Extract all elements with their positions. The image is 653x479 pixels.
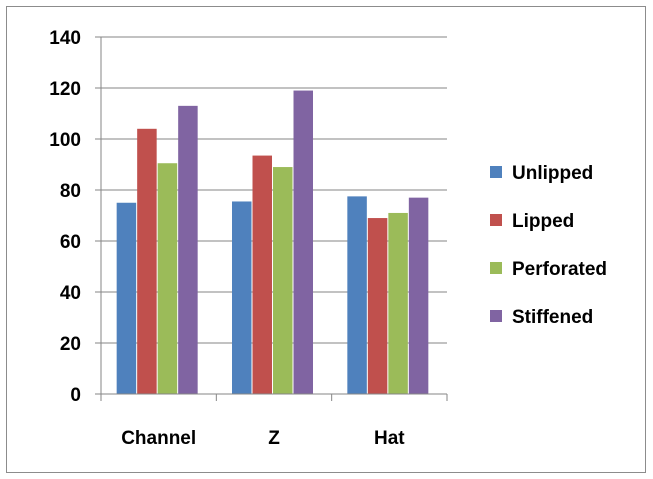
bar-unlipped-channel bbox=[116, 202, 137, 394]
y-tick-label: 20 bbox=[60, 334, 81, 355]
legend-swatch-unlipped bbox=[490, 166, 502, 178]
bar-perforated-z bbox=[273, 167, 293, 394]
y-tick-labels: 0 20 40 60 80 100 120 140 bbox=[49, 28, 81, 406]
bar-lipped-hat bbox=[367, 218, 388, 394]
chart-frame bbox=[6, 6, 646, 473]
y-tick-label: 140 bbox=[49, 28, 81, 49]
legend-swatch-perforated bbox=[490, 262, 502, 274]
y-tick-label: 120 bbox=[49, 79, 81, 100]
bar-stiffened-z bbox=[293, 90, 313, 395]
bar-lipped-z bbox=[252, 155, 272, 394]
x-category-label: Hat bbox=[374, 428, 405, 449]
bar-unlipped-hat bbox=[347, 196, 367, 394]
y-tick-label: 100 bbox=[49, 130, 81, 151]
bar-stiffened-channel bbox=[178, 105, 198, 394]
bars bbox=[116, 90, 429, 395]
bar-stiffened-hat bbox=[408, 197, 429, 394]
legend-label-stiffened: Stiffened bbox=[512, 307, 593, 328]
bar-lipped-channel bbox=[137, 128, 157, 395]
legend-label-perforated: Perforated bbox=[512, 259, 607, 280]
y-tick-label: 40 bbox=[60, 283, 81, 304]
legend-label-unlipped: Unlipped bbox=[512, 163, 593, 184]
bar-perforated-channel bbox=[157, 163, 178, 394]
x-category-labels: Channel Z Hat bbox=[121, 428, 405, 449]
x-category-label: Z bbox=[268, 428, 280, 449]
legend-swatch-lipped bbox=[490, 214, 502, 226]
legend-swatch-stiffened bbox=[490, 310, 502, 322]
y-tick-label: 0 bbox=[70, 385, 81, 406]
x-category-label: Channel bbox=[121, 428, 196, 449]
legend-label-lipped: Lipped bbox=[512, 211, 574, 232]
y-tick-label: 80 bbox=[60, 181, 81, 202]
bar-unlipped-z bbox=[232, 201, 252, 394]
y-tick-label: 60 bbox=[60, 232, 81, 253]
bar-perforated-hat bbox=[388, 212, 408, 394]
axes bbox=[95, 36, 448, 401]
legend: Unlipped Lipped Perforated Stiffened bbox=[490, 163, 607, 328]
